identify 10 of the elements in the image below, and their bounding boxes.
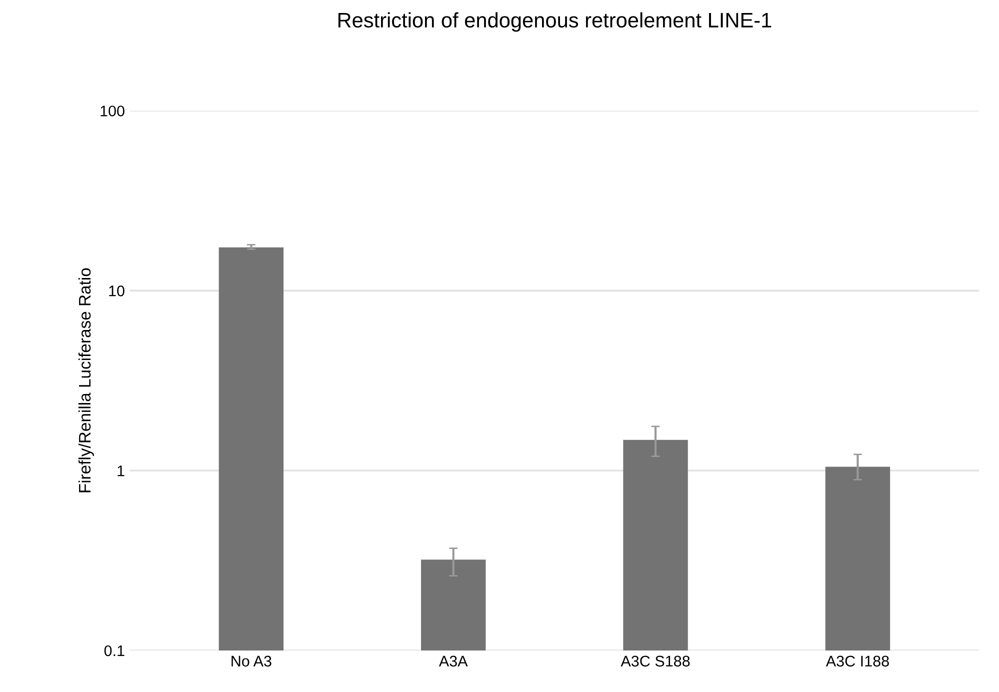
- x-tick-label: A3C S188: [620, 656, 690, 667]
- y-tick-label: 100: [100, 106, 124, 116]
- y-tick-label: 1: [118, 466, 124, 476]
- x-tick-label: No A3: [232, 656, 272, 667]
- y-axis-title: Firefly/Renilla Luciferase Ratio: [78, 268, 94, 492]
- y-tick-label: 0.1: [104, 645, 124, 656]
- chart-title: Restriction of endogenous retroelement LINE-1: [338, 12, 772, 32]
- x-tick-label: A3C I188: [826, 656, 889, 667]
- y-tick-label: 10: [109, 286, 124, 296]
- x-tick-label: A3A: [438, 656, 468, 667]
